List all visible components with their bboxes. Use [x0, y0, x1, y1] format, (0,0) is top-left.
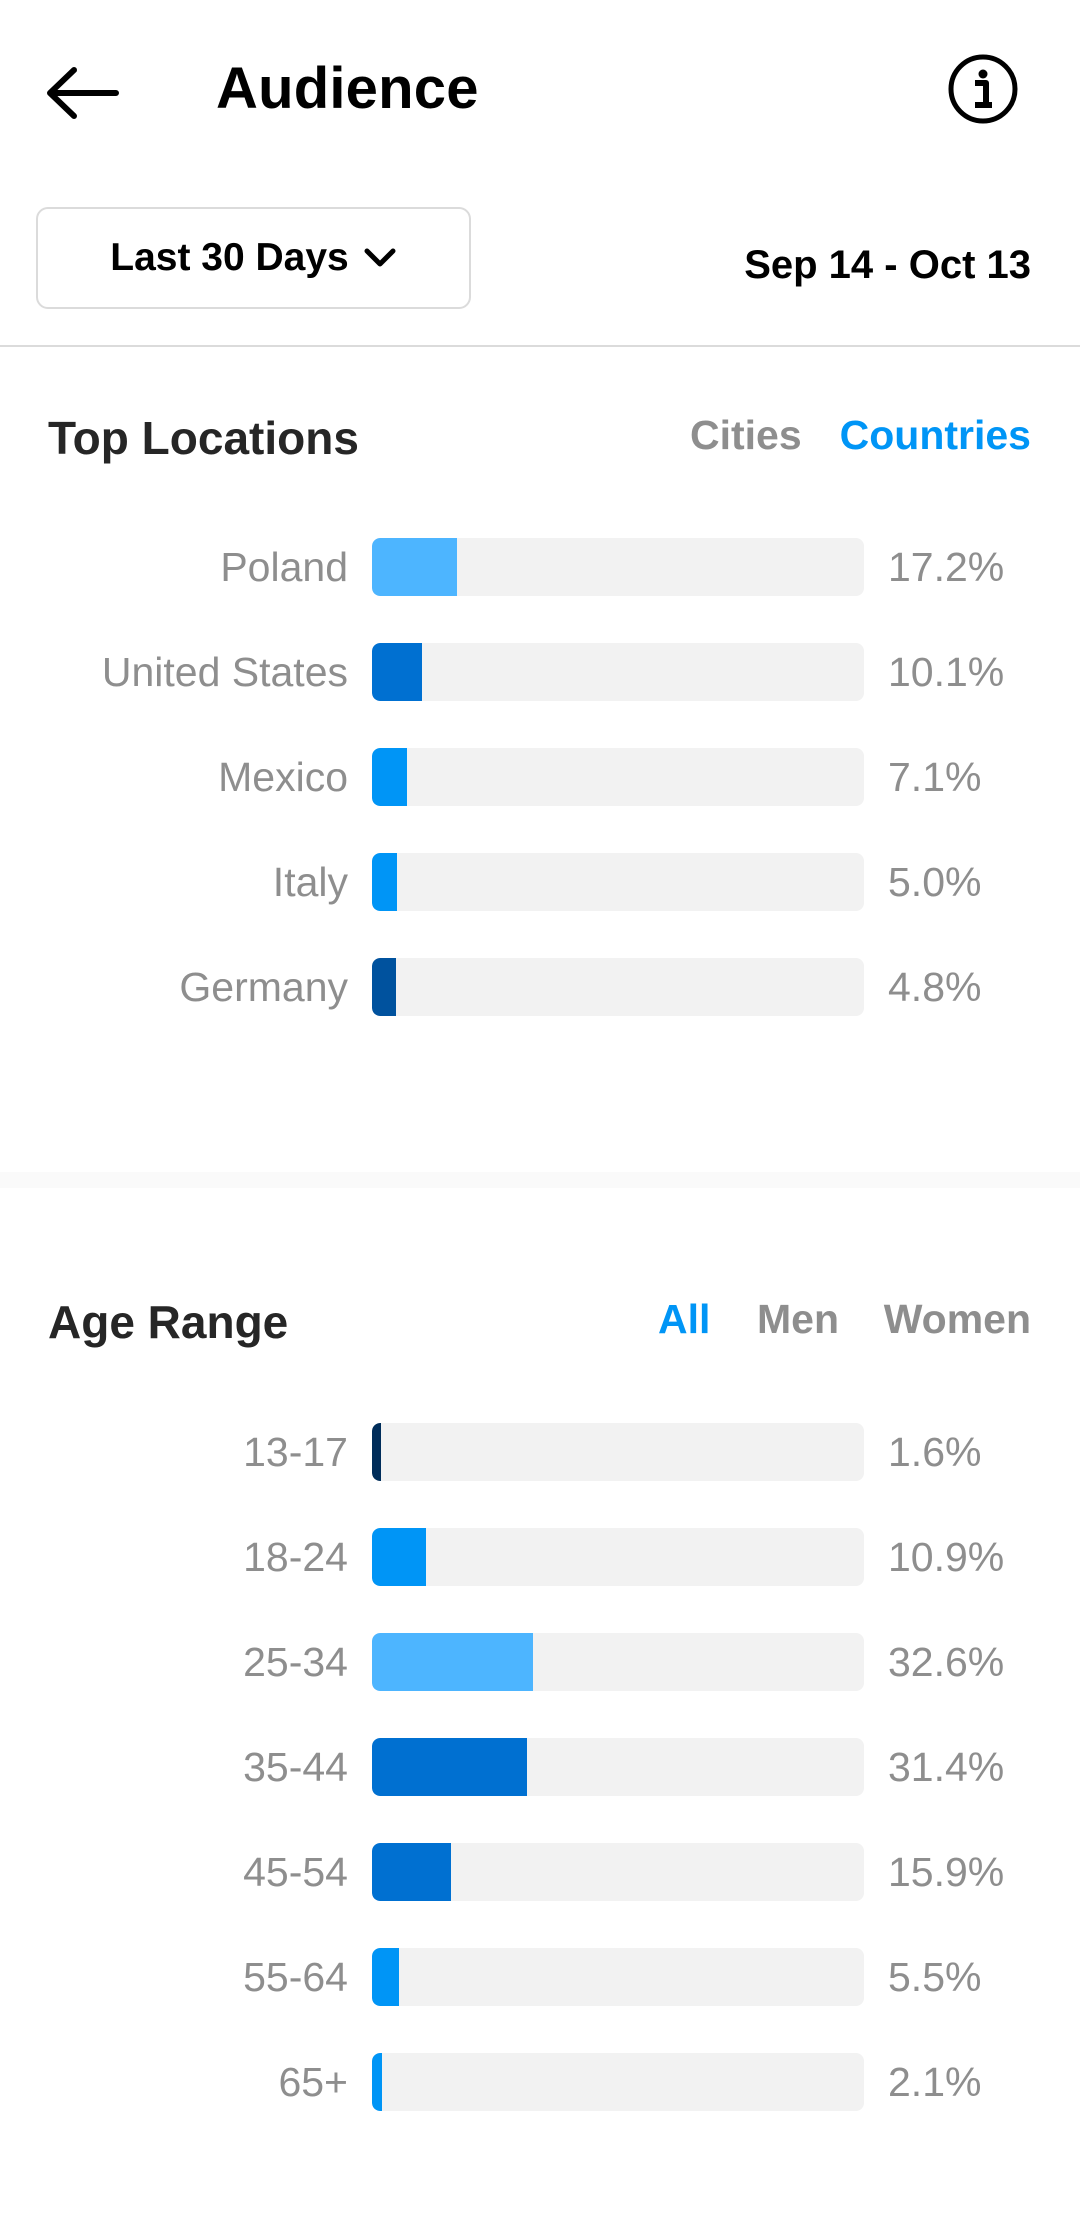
percent-value: 31.4%: [888, 1744, 1005, 1790]
percent-value: 32.6%: [888, 1639, 1005, 1685]
age-label: 45-54: [243, 1849, 348, 1895]
bar-track: [372, 1423, 864, 1481]
age-row: 55-64 5.5%: [0, 1948, 1080, 2006]
percent-value: 15.9%: [888, 1849, 1005, 1895]
bar-track: [372, 958, 864, 1016]
chevron-down-icon: [364, 248, 396, 267]
location-row: Italy 5.0%: [0, 853, 1080, 911]
age-label: 18-24: [243, 1534, 348, 1580]
info-button[interactable]: [946, 52, 1020, 126]
location-row: Germany 4.8%: [0, 958, 1080, 1016]
info-circle-icon: [948, 54, 1018, 124]
bar-track: [372, 1528, 864, 1586]
bar-fill: [372, 1738, 527, 1796]
age-row: 25-34 32.6%: [0, 1633, 1080, 1691]
location-label: Poland: [220, 544, 348, 590]
location-label: Italy: [272, 859, 348, 905]
location-row: Poland 17.2%: [0, 538, 1080, 596]
location-label: United States: [101, 649, 348, 695]
percent-value: 17.2%: [888, 544, 1005, 590]
bar-fill: [372, 643, 422, 701]
location-label: Germany: [179, 964, 348, 1010]
arrow-left-icon: [47, 67, 119, 119]
age-row: 35-44 31.4%: [0, 1738, 1080, 1796]
tab-countries[interactable]: Countries: [839, 412, 1031, 458]
divider: [0, 345, 1080, 347]
page-title: Audience: [216, 56, 479, 121]
tab-cities[interactable]: Cities: [690, 412, 802, 458]
age-label: 55-64: [243, 1954, 348, 2000]
percent-value: 5.0%: [888, 859, 982, 905]
tab-men[interactable]: Men: [757, 1296, 839, 1342]
bar-track: [372, 1633, 864, 1691]
bar-fill: [372, 2053, 382, 2111]
bar-fill: [372, 538, 457, 596]
age-row: 65+ 2.1%: [0, 2053, 1080, 2111]
date-range-dropdown[interactable]: Last 30 Days: [36, 207, 471, 309]
age-row: 18-24 10.9%: [0, 1528, 1080, 1586]
bar-fill: [372, 748, 407, 806]
age-label: 13-17: [243, 1429, 348, 1475]
bar-fill: [372, 1633, 533, 1691]
bar-track: [372, 538, 864, 596]
bar-fill: [372, 1528, 426, 1586]
percent-value: 5.5%: [888, 1954, 982, 2000]
bar-fill: [372, 1948, 399, 2006]
bar-fill: [372, 853, 397, 911]
age-label: 65+: [278, 2059, 348, 2105]
bar-fill: [372, 1423, 381, 1481]
tab-women[interactable]: Women: [883, 1296, 1031, 1342]
age-range-title: Age Range: [48, 1296, 289, 1348]
percent-value: 2.1%: [888, 2059, 982, 2105]
percent-value: 10.1%: [888, 649, 1005, 695]
date-range-dropdown-label: Last 30 Days: [110, 236, 349, 279]
bar-track: [372, 748, 864, 806]
percent-value: 4.8%: [888, 964, 982, 1010]
percent-value: 1.6%: [888, 1429, 982, 1475]
location-row: United States 10.1%: [0, 643, 1080, 701]
top-locations-title: Top Locations: [48, 412, 359, 464]
back-button[interactable]: [38, 50, 128, 140]
age-label: 25-34: [243, 1639, 348, 1685]
percent-value: 7.1%: [888, 754, 982, 800]
percent-value: 10.9%: [888, 1534, 1005, 1580]
bar-track: [372, 1948, 864, 2006]
age-label: 35-44: [243, 1744, 348, 1790]
bar-track: [372, 2053, 864, 2111]
date-range-text: Sep 14 - Oct 13: [744, 243, 1031, 287]
tab-all[interactable]: All: [658, 1296, 711, 1342]
bar-fill: [372, 958, 396, 1016]
bar-track: [372, 1738, 864, 1796]
bar-track: [372, 853, 864, 911]
bar-track: [372, 1843, 864, 1901]
location-label: Mexico: [218, 754, 348, 800]
header: Audience: [0, 0, 1080, 180]
bar-fill: [372, 1843, 451, 1901]
age-row: 45-54 15.9%: [0, 1843, 1080, 1901]
bar-track: [372, 643, 864, 701]
section-divider: [0, 1172, 1080, 1188]
location-row: Mexico 7.1%: [0, 748, 1080, 806]
age-row: 13-17 1.6%: [0, 1423, 1080, 1481]
